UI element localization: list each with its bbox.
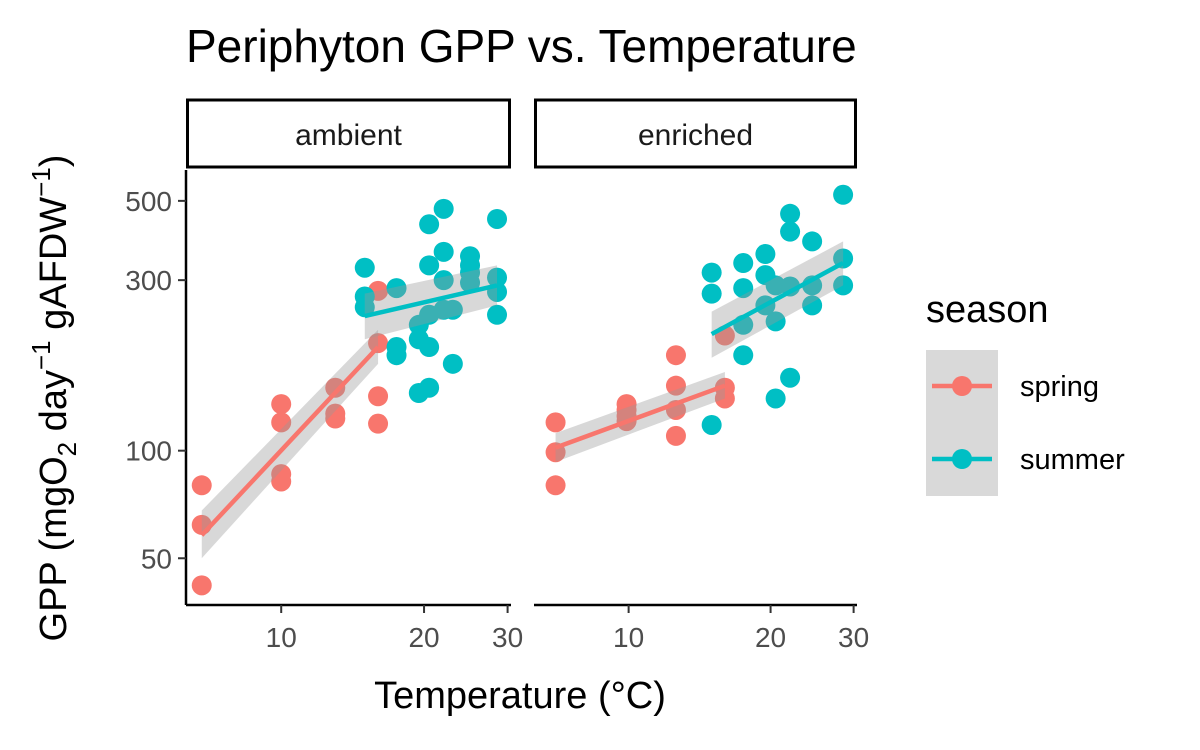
data-point-summer xyxy=(755,244,776,265)
x-tick-label: 30 xyxy=(838,622,869,653)
data-point-summer xyxy=(419,255,440,276)
legend-key-point xyxy=(952,449,972,469)
facet-enriched: enriched 10 20 30 xyxy=(534,98,869,653)
data-point-summer xyxy=(487,304,508,325)
data-point-summer xyxy=(765,275,786,296)
data-point-summer xyxy=(765,388,786,409)
fit-line-summer xyxy=(710,261,845,337)
legend-key-point xyxy=(952,376,972,396)
x-tick-label: 30 xyxy=(492,622,523,653)
data-point-summer xyxy=(386,278,407,299)
data-point-summer xyxy=(833,184,854,205)
data-point-summer xyxy=(733,345,754,366)
data-point-summer xyxy=(701,283,722,304)
y-tick-label: 300 xyxy=(125,265,172,296)
legend-label-spring: spring xyxy=(1020,371,1099,403)
data-point-summer xyxy=(780,367,801,388)
data-point-spring xyxy=(191,475,212,496)
x-axis-title: Temperature (°C) xyxy=(374,675,666,717)
data-point-summer xyxy=(419,337,440,358)
data-point-spring xyxy=(368,386,389,407)
data-point-summer xyxy=(802,231,823,252)
x-tick-label: 10 xyxy=(613,622,644,653)
legend-label-summer: summer xyxy=(1020,444,1125,476)
data-point-spring xyxy=(665,345,686,366)
data-point-spring xyxy=(191,575,212,596)
facet-strip xyxy=(534,98,857,169)
y-tick-label: 500 xyxy=(125,186,172,217)
data-point-summer xyxy=(487,267,508,288)
data-point-spring xyxy=(714,388,735,409)
data-point-spring xyxy=(271,394,292,415)
facet-strip-label: enriched xyxy=(638,119,753,152)
data-point-summer xyxy=(733,278,754,299)
data-point-summer xyxy=(780,221,801,242)
data-point-summer xyxy=(386,345,407,366)
data-point-summer xyxy=(487,208,508,229)
data-point-spring xyxy=(271,471,292,492)
data-point-summer xyxy=(701,414,722,435)
data-point-summer xyxy=(733,253,754,274)
chart-title: Periphyton GPP vs. Temperature xyxy=(186,20,857,72)
x-tick-label: 20 xyxy=(755,622,786,653)
data-point-summer xyxy=(765,311,786,332)
data-point-spring xyxy=(665,375,686,396)
legend: season spring summer xyxy=(926,289,1125,496)
data-point-summer xyxy=(419,377,440,398)
data-point-summer xyxy=(442,299,463,320)
facet-strip-label: ambient xyxy=(295,119,402,152)
y-tick-label: 50 xyxy=(141,543,172,574)
data-point-summer xyxy=(354,297,375,318)
fit-line-spring xyxy=(554,383,726,450)
facet-strip xyxy=(186,98,511,169)
data-point-spring xyxy=(545,475,566,496)
data-point-spring xyxy=(545,412,566,433)
data-point-summer xyxy=(433,241,454,262)
data-point-summer xyxy=(433,270,454,291)
fit-line-summer xyxy=(364,283,498,319)
data-point-summer xyxy=(354,257,375,278)
data-point-spring xyxy=(368,413,389,434)
data-point-spring xyxy=(325,408,346,429)
data-point-summer xyxy=(460,272,481,293)
data-point-summer xyxy=(442,353,463,374)
facet-ambient: ambient 10 20 30 50 100 300 500 xyxy=(125,98,523,653)
data-point-spring xyxy=(368,333,389,354)
fit-line-spring xyxy=(200,345,380,537)
data-point-summer xyxy=(701,262,722,283)
data-point-summer xyxy=(780,203,801,224)
x-tick-label: 10 xyxy=(266,622,297,653)
data-point-spring xyxy=(665,425,686,446)
data-point-summer xyxy=(419,214,440,235)
data-point-spring xyxy=(271,412,292,433)
x-tick-label: 20 xyxy=(408,622,439,653)
data-point-summer xyxy=(833,275,854,296)
data-point-summer xyxy=(802,295,823,316)
data-point-summer xyxy=(433,198,454,219)
data-point-spring xyxy=(325,377,346,398)
y-tick-label: 100 xyxy=(125,436,172,467)
y-axis-title: GPP (mgO2 day−1 gAFDW−1) xyxy=(26,155,82,642)
facet-panels: ambient 10 20 30 50 100 300 500 enriched 10 20 30 xyxy=(125,98,869,653)
legend-title: season xyxy=(926,289,1049,331)
